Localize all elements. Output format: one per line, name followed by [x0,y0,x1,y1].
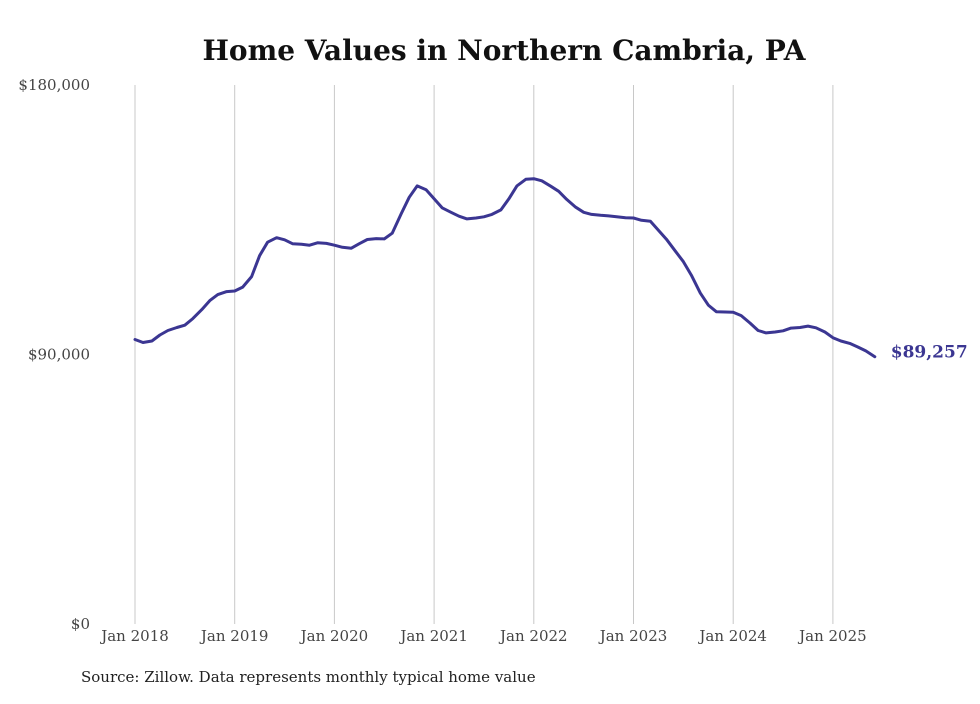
y-tick-label: $90,000 [28,346,90,364]
x-tick-label: Jan 2019 [199,627,269,645]
x-tick-label: Jan 2018 [99,627,169,645]
series-layer [133,177,877,359]
x-tick-label: Jan 2022 [498,627,568,645]
y-tick-label: $0 [71,615,90,633]
end-value-label: $89,257 [891,343,968,363]
gridlines [134,85,834,624]
series-line [133,177,877,359]
source-note: Source: Zillow. Data represents monthly … [81,668,536,686]
x-tick-label: Jan 2025 [797,627,867,645]
chart-title: Home Values in Northern Cambria, PA [202,34,806,67]
x-axis-ticks: Jan 2018 Jan 2019 Jan 2020 Jan 2021 Jan 2022… [99,627,866,645]
x-tick-label: Jan 2021 [398,627,468,645]
y-axis-ticks: $0 $90,000 $180,000 [18,76,90,633]
x-tick-label: Jan 2023 [598,627,668,645]
x-tick-label: Jan 2020 [299,627,369,645]
x-tick-label: Jan 2024 [697,627,767,645]
y-tick-label: $180,000 [18,76,90,94]
